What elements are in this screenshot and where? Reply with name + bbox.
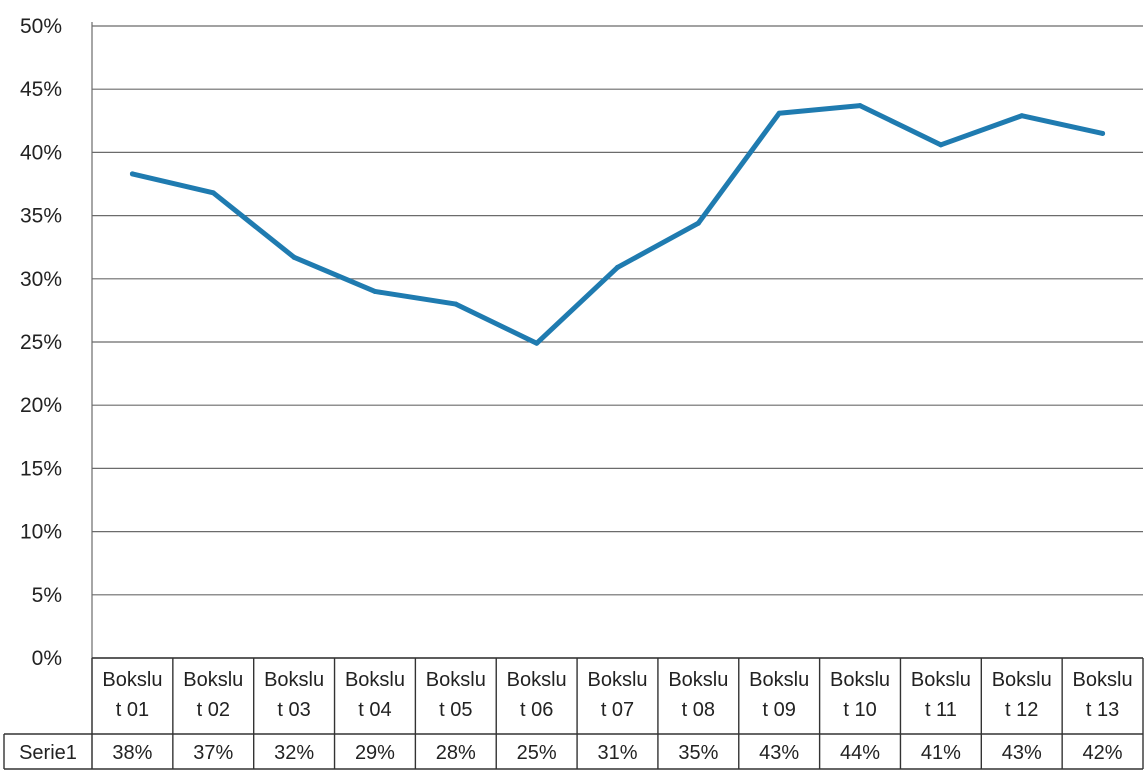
data-value-label: 44% bbox=[840, 742, 880, 764]
category-label: Bokslu t 05 bbox=[426, 669, 486, 721]
y-tick-label: 0% bbox=[32, 647, 62, 670]
data-value-label: 43% bbox=[1002, 742, 1042, 764]
data-value-label: 35% bbox=[678, 742, 718, 764]
y-tick-label: 50% bbox=[20, 15, 62, 38]
y-tick-label: 15% bbox=[20, 457, 62, 480]
data-value-label: 28% bbox=[436, 742, 476, 764]
data-value-label: 37% bbox=[193, 742, 233, 764]
series-line bbox=[129, 103, 1106, 346]
category-label: Bokslu t 01 bbox=[102, 669, 162, 721]
gridlines bbox=[92, 25, 1143, 659]
category-label: Bokslu t 13 bbox=[1073, 669, 1133, 721]
category-label: Bokslu t 08 bbox=[668, 669, 728, 721]
y-axis: 0% 5% 10% 15% 20% 25% 30% 35% 40% 45% 50% bbox=[20, 15, 93, 769]
data-value-label: 43% bbox=[759, 742, 799, 764]
data-value-label: 25% bbox=[517, 742, 557, 764]
data-point bbox=[695, 220, 701, 226]
y-tick-label: 45% bbox=[20, 78, 62, 101]
category-label: Bokslu t 09 bbox=[749, 669, 809, 721]
data-point bbox=[776, 110, 782, 116]
data-value-label: 29% bbox=[355, 742, 395, 764]
data-point bbox=[938, 142, 944, 148]
data-value-label: 32% bbox=[274, 742, 314, 764]
category-label: Bokslu t 03 bbox=[264, 669, 324, 721]
y-tick-label: 5% bbox=[32, 584, 62, 607]
data-value-label: 41% bbox=[921, 742, 961, 764]
data-point bbox=[534, 340, 540, 346]
data-value-label: 38% bbox=[112, 742, 152, 764]
y-tick-label: 25% bbox=[20, 331, 62, 354]
category-label: Bokslu t 11 bbox=[911, 669, 971, 721]
y-tick-label: 40% bbox=[20, 141, 62, 164]
y-tick-label: 30% bbox=[20, 268, 62, 291]
data-point bbox=[453, 301, 459, 307]
category-label: Bokslu t 12 bbox=[992, 669, 1052, 721]
y-tick-label: 35% bbox=[20, 205, 62, 228]
category-label: Bokslu t 07 bbox=[587, 669, 647, 721]
data-table: Bokslu t 01 Bokslu t 02 Bokslu t 03 Bokslu t 04… bbox=[3, 657, 1144, 770]
data-point bbox=[857, 103, 863, 109]
data-point bbox=[372, 288, 378, 294]
category-label: Bokslu t 06 bbox=[507, 669, 567, 721]
series-name-label: Serie1 bbox=[19, 742, 77, 764]
data-point bbox=[210, 190, 216, 196]
y-tick-label: 10% bbox=[20, 521, 62, 544]
category-label: Bokslu t 10 bbox=[830, 669, 890, 721]
data-point bbox=[615, 264, 620, 270]
series-lines bbox=[129, 103, 1106, 346]
y-tick-label: 20% bbox=[20, 394, 62, 417]
data-value-label: 42% bbox=[1083, 742, 1123, 764]
category-label: Bokslu t 04 bbox=[345, 669, 405, 721]
data-point bbox=[1100, 130, 1106, 136]
data-value-label: 31% bbox=[597, 742, 637, 764]
data-point bbox=[129, 171, 135, 177]
data-point bbox=[1019, 113, 1025, 119]
category-label: Bokslu t 02 bbox=[183, 669, 243, 721]
data-point bbox=[291, 254, 297, 260]
